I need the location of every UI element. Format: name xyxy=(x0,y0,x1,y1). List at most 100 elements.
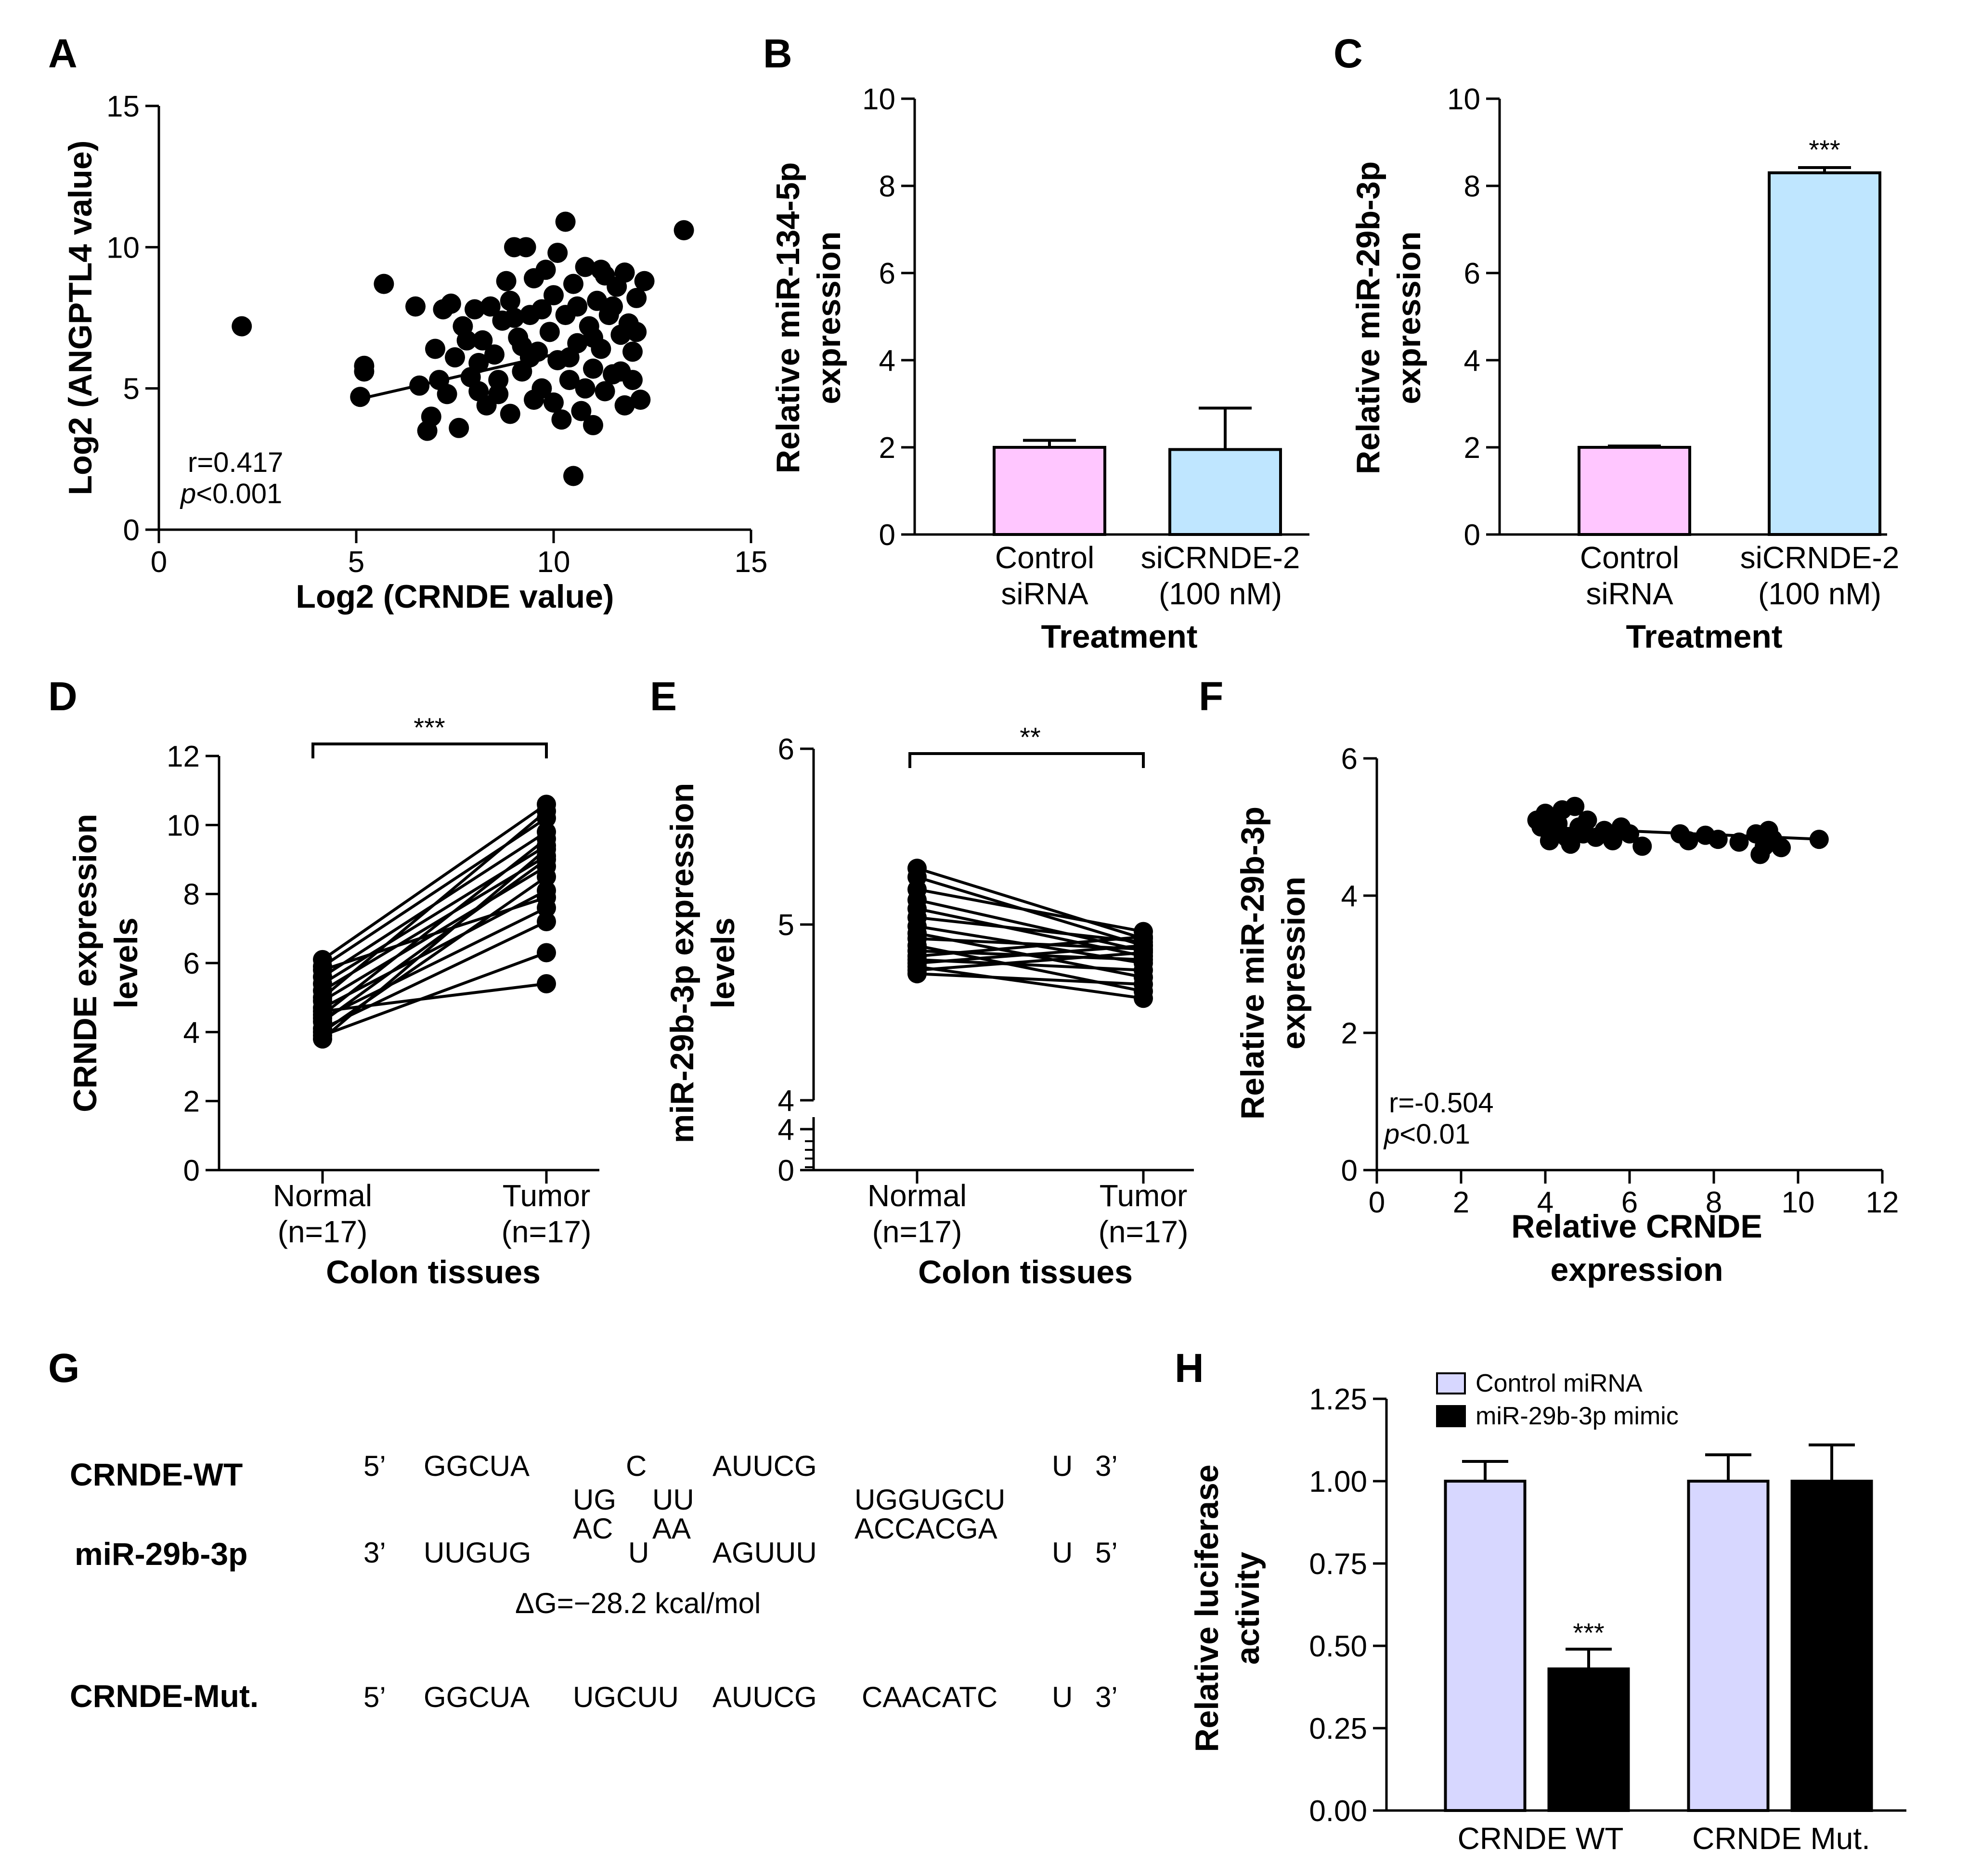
panel-letter-h: H xyxy=(1175,1345,1204,1391)
panel-f-ticks: 0 2 4 6 0 2 4 6 8 10 12 xyxy=(1341,743,1899,1219)
panel-a-point-29 xyxy=(516,237,536,258)
panel-c-bar-0 xyxy=(1578,446,1691,536)
panel-a-point-37 xyxy=(544,392,564,413)
mir-bulge3: AA xyxy=(652,1512,691,1545)
panel-e-category-2-line2: (n=17) xyxy=(1099,1214,1189,1249)
panel-c-ticks: 0 2 4 6 8 10 xyxy=(1447,83,1500,552)
panel-d-pair-line-9 xyxy=(322,906,547,1020)
mir-five-prime: 5’ xyxy=(1095,1537,1118,1569)
panel-f-stat-r: r=-0.504 xyxy=(1389,1087,1494,1119)
panel-d-tumor-point-5 xyxy=(537,801,556,821)
panel-b-ytick-label-3: 6 xyxy=(879,257,895,290)
panel-a-xtick-label-0: 0 xyxy=(151,546,167,579)
panel-h-ylabel-line2: activity xyxy=(1230,1552,1266,1665)
panel-f-point-9 xyxy=(1565,796,1585,816)
panel-a-point-76 xyxy=(603,296,623,317)
panel-c-ytick-label-4: 8 xyxy=(1464,170,1480,203)
mut-seg3: AUUCG xyxy=(712,1681,817,1713)
panel-a-point-8 xyxy=(425,339,445,359)
panel-h-bar-0-1 xyxy=(1687,1480,1770,1812)
panel-b-ylabel-line2: expression xyxy=(811,231,847,404)
panel-b-ytick-label-0: 0 xyxy=(879,519,895,552)
panel-a-point-86 xyxy=(468,381,489,402)
panel-d-tumor-point-16 xyxy=(537,887,556,907)
panel-h-ytick-label-3: 0.75 xyxy=(1309,1548,1367,1581)
panel-e-significance: ** xyxy=(1020,722,1041,752)
panel-f-ylabel-line1: Relative miR-29b-3p xyxy=(1234,807,1271,1120)
panel-d-significance-bracket xyxy=(311,743,548,758)
panel-a-point-4 xyxy=(354,361,375,382)
panel-d-pair-line-16 xyxy=(322,896,547,972)
panel-a-point-80 xyxy=(440,293,461,314)
panel-f-xtick-label-4: 8 xyxy=(1706,1186,1722,1219)
wt-seg1: GGCUA xyxy=(424,1450,530,1482)
panel-a-point-12 xyxy=(445,347,465,368)
legend-mimic-swatch xyxy=(1436,1405,1466,1427)
panel-d-ytick-label-1: 2 xyxy=(183,1085,200,1119)
panel-h-category-1: CRNDE WT xyxy=(1458,1821,1624,1856)
panel-b-xlabel: Treatment xyxy=(1041,618,1198,655)
panel-e-category-1-line2: (n=17) xyxy=(872,1214,962,1249)
panel-e-tumor-point-12 xyxy=(1134,960,1153,980)
panel-h-bar-1-0 xyxy=(1547,1667,1630,1812)
panel-f-ytick-label-2: 4 xyxy=(1341,880,1358,913)
panel-d-lines xyxy=(313,795,556,1184)
panel-b-ytick-label-5: 10 xyxy=(862,83,895,116)
mut-three-prime: 3’ xyxy=(1095,1681,1118,1713)
panel-e-significance-bracket xyxy=(908,752,1145,768)
panel-a-point-75 xyxy=(488,384,509,404)
panel-e-pair-line-15 xyxy=(917,951,1144,972)
panel-b-bars xyxy=(993,406,1282,536)
panel-c-ytick-label-3: 6 xyxy=(1464,257,1480,290)
panel-h-ytick-label-4: 1.00 xyxy=(1309,1465,1367,1498)
panel-h-bars: *** xyxy=(1444,1443,1873,1812)
panel-d-ytick-label-6: 12 xyxy=(167,740,200,773)
panel-a-ticks: 0 5 10 15 0 5 10 15 xyxy=(106,90,767,579)
panel-d-ytick-label-3: 6 xyxy=(183,947,200,980)
panel-c-ytick-label-2: 4 xyxy=(1464,344,1480,378)
legend-mimic-label: miR-29b-3p mimic xyxy=(1476,1402,1679,1430)
panel-d-ytick-label-4: 8 xyxy=(183,878,200,912)
panel-d-category-2-line1: Tumor xyxy=(503,1178,591,1213)
panel-letter-f: F xyxy=(1199,674,1223,719)
panel-h-grouped-bar-chart: 0.00 0.25 0.50 0.75 1.00 1.25 *** Control miR… xyxy=(1189,1369,1906,1856)
delta-g: ΔG=−28.2 kcal/mol xyxy=(515,1587,761,1619)
panel-e-pair-line-14 xyxy=(917,965,1144,1000)
panel-a-point-17 xyxy=(468,352,489,373)
panel-a-point-0 xyxy=(232,316,252,337)
panel-a-point-36 xyxy=(539,322,560,342)
panel-f-stat-p-rest: <0.01 xyxy=(1399,1119,1470,1150)
panel-c-category-1-line1: Control xyxy=(1580,540,1679,575)
panel-e-tumor-point-15 xyxy=(1134,943,1153,963)
mut-seg2: UGCUU xyxy=(573,1681,679,1713)
panel-d-pair-line-13 xyxy=(322,951,547,1037)
panel-a-point-79 xyxy=(405,296,426,317)
panel-d-tumor-point-13 xyxy=(537,943,556,963)
panel-h-ytick-label-0: 0.00 xyxy=(1309,1795,1367,1828)
panel-d-tumor-point-12 xyxy=(537,867,556,886)
panel-e-paired-chart: 4 5 6 0 4 ** Normal (n=17) Tumor (n=17) Colo… xyxy=(664,722,1194,1290)
panel-a-point-85 xyxy=(626,322,647,342)
panel-a-ytick-label-1: 5 xyxy=(123,373,140,406)
panel-c-ytick-label-0: 0 xyxy=(1464,519,1480,552)
panel-a-point-66 xyxy=(630,390,651,410)
panel-d-tumor-point-11 xyxy=(537,912,556,931)
panel-a-point-40 xyxy=(551,409,572,430)
panel-a-point-67 xyxy=(634,271,655,291)
panel-c-annotation-1: *** xyxy=(1809,134,1840,165)
panel-h-ytick-label-1: 0.25 xyxy=(1309,1712,1367,1746)
panel-c-ytick-label-1: 2 xyxy=(1464,431,1480,465)
panel-a-point-72 xyxy=(531,299,552,320)
panel-d-ytick-label-0: 0 xyxy=(183,1154,200,1187)
panel-a-point-81 xyxy=(504,308,524,328)
panel-d-ylabel-line1: CRNDE expression xyxy=(67,814,104,1112)
panel-a-point-1 xyxy=(374,274,394,294)
wt-label: CRNDE-WT xyxy=(70,1457,243,1492)
panel-a-point-78 xyxy=(673,220,694,241)
panel-d-pair-line-15 xyxy=(322,982,547,1013)
panel-letter-a: A xyxy=(48,31,78,76)
panel-a-point-70 xyxy=(583,327,603,348)
panel-a-point-18 xyxy=(472,330,493,351)
mir-bulge1: AC xyxy=(573,1512,613,1545)
